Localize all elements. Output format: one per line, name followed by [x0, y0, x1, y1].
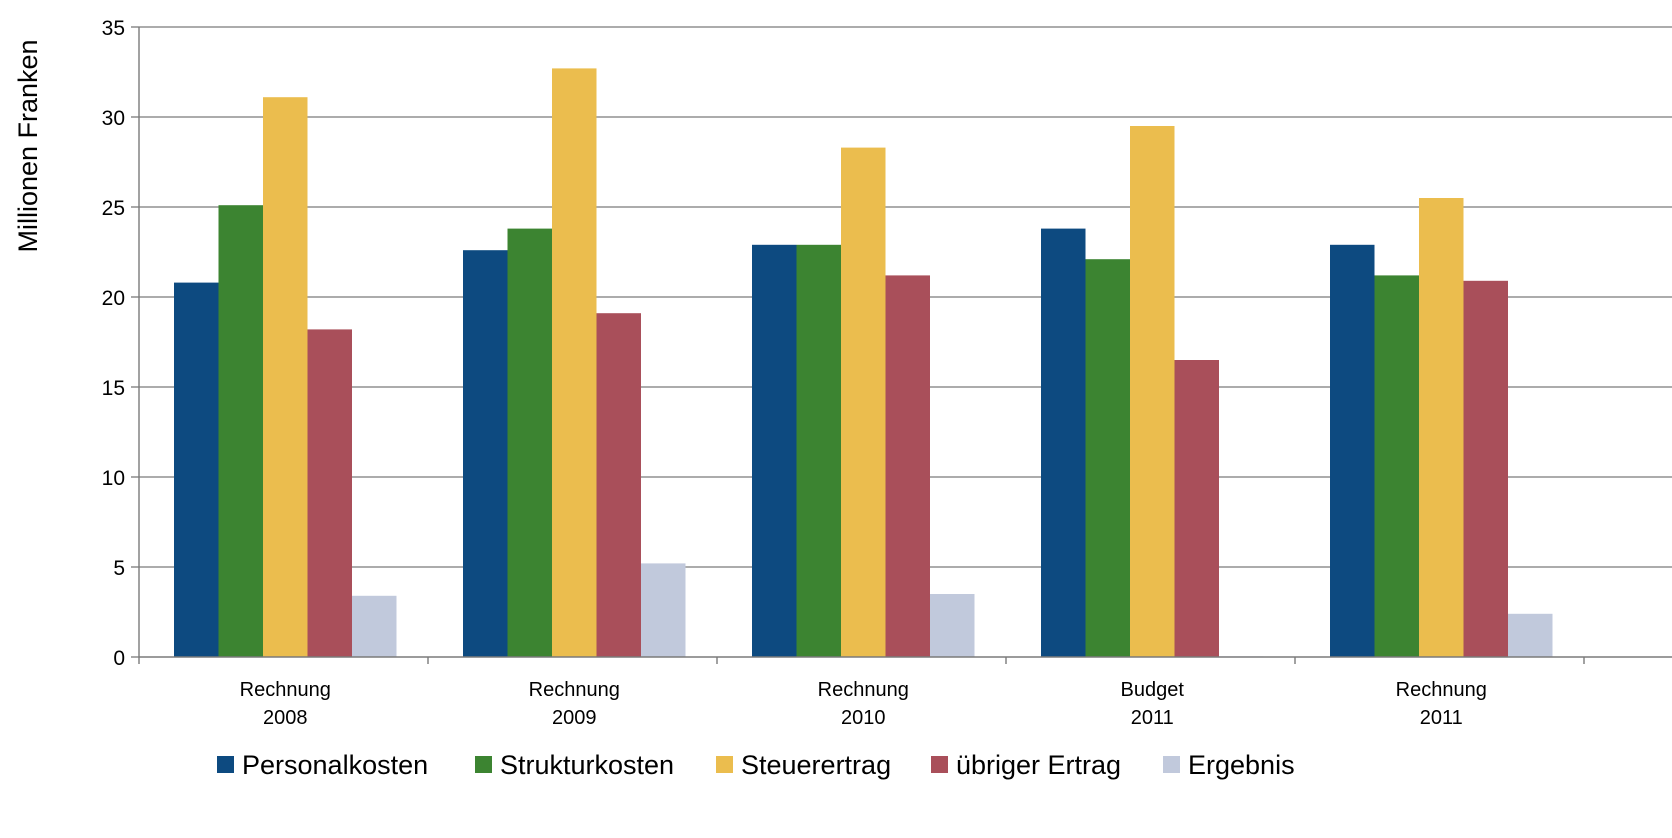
legend-label: übriger Ertrag: [956, 750, 1121, 780]
bar--briger-ertrag: [885, 275, 930, 657]
bar-steuerertrag: [552, 68, 597, 657]
bar-ergebnis: [641, 563, 686, 657]
bar-strukturkosten: [1085, 259, 1130, 657]
x-tick-label-line: Rechnung: [240, 679, 331, 701]
x-tick-label: Rechnung 2008: [240, 679, 331, 729]
x-tick-label: Budget 2011: [1121, 679, 1185, 729]
x-tick-label-line: Rechnung: [818, 679, 909, 701]
y-tick-labels: 0 5 10 15 20 25 30 35: [102, 17, 139, 670]
bar-steuerertrag: [263, 97, 308, 657]
bar-steuerertrag: [1419, 198, 1464, 657]
x-tick-label-line: 2011: [1420, 707, 1463, 729]
x-tick-label-line: 2011: [1131, 707, 1174, 729]
bar-strukturkosten: [507, 228, 552, 657]
bar--briger-ertrag: [1463, 280, 1508, 657]
legend-label: Ergebnis: [1188, 750, 1295, 780]
x-tick-label: Rechnung 2011: [1396, 679, 1487, 729]
bar-steuerertrag: [841, 147, 886, 657]
x-tick-label-line: 2010: [841, 707, 886, 729]
x-tick-label: Rechnung 2010: [818, 679, 909, 729]
y-tick-label: 30: [102, 107, 125, 130]
x-tick-labels: Rechnung 2008 Rechnung 2009 Rechnung 2010 Budg…: [240, 679, 1487, 729]
y-axis-title: Millionen Franken: [13, 39, 43, 252]
y-tick-label: 0: [113, 647, 125, 670]
bar-strukturkosten: [796, 244, 841, 658]
y-tick-label: 10: [102, 467, 125, 490]
bar-strukturkosten: [1374, 275, 1419, 657]
bar-personalkosten: [463, 250, 508, 657]
bar-strukturkosten: [218, 205, 263, 657]
x-tick-label: Rechnung 2009: [529, 679, 620, 729]
bar-ergebnis: [930, 594, 975, 657]
legend-swatch: [716, 756, 733, 773]
bar-ergebnis: [1508, 613, 1553, 657]
legend-label: Steuerertrag: [741, 750, 891, 780]
bar-personalkosten: [1330, 244, 1375, 658]
legend: Personalkosten Strukturkosten Steuerertrag…: [217, 750, 1295, 780]
y-tick-label: 5: [113, 557, 125, 580]
legend-swatch: [475, 756, 492, 773]
bars: [174, 68, 1553, 658]
y-tick-label: 35: [102, 17, 125, 40]
x-tick-label-line: Rechnung: [529, 679, 620, 701]
bar-personalkosten: [1041, 228, 1086, 657]
axes: [138, 27, 1672, 664]
bar-steuerertrag: [1130, 126, 1175, 657]
bar--briger-ertrag: [1174, 360, 1219, 657]
bar--briger-ertrag: [596, 313, 641, 657]
bar--briger-ertrag: [307, 329, 352, 657]
y-tick-label: 15: [102, 377, 125, 400]
bar-personalkosten: [174, 282, 219, 657]
legend-swatch: [931, 756, 948, 773]
y-tick-label: 20: [102, 287, 125, 310]
bar-ergebnis: [352, 595, 397, 657]
bar-personalkosten: [752, 244, 797, 658]
legend-label: Personalkosten: [242, 750, 428, 780]
y-tick-label: 25: [102, 197, 125, 220]
legend-swatch: [1163, 756, 1180, 773]
legend-swatch: [217, 756, 234, 773]
x-tick-label-line: Budget: [1121, 679, 1185, 701]
x-tick-label-line: 2008: [263, 707, 308, 729]
legend-label: Strukturkosten: [500, 750, 674, 780]
x-tick-label-line: Rechnung: [1396, 679, 1487, 701]
x-tick-label-line: 2009: [552, 707, 597, 729]
